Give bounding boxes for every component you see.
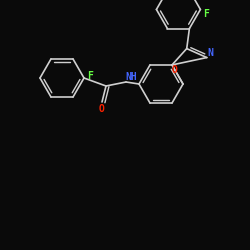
Text: F: F xyxy=(87,71,93,81)
Text: F: F xyxy=(204,10,209,20)
Text: N: N xyxy=(207,48,213,58)
Text: O: O xyxy=(99,104,105,114)
Text: O: O xyxy=(172,65,178,75)
Text: NH: NH xyxy=(125,72,137,82)
